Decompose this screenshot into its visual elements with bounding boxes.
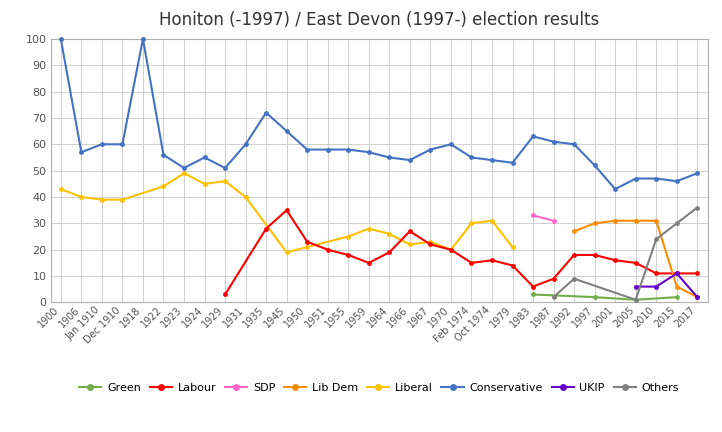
Legend: Green, Labour, SDP, Lib Dem, Liberal, Conservative, UKIP, Others: Green, Labour, SDP, Lib Dem, Liberal, Co… [75, 378, 683, 397]
Title: Honiton (-1997) / East Devon (1997-) election results: Honiton (-1997) / East Devon (1997-) ele… [159, 11, 599, 29]
